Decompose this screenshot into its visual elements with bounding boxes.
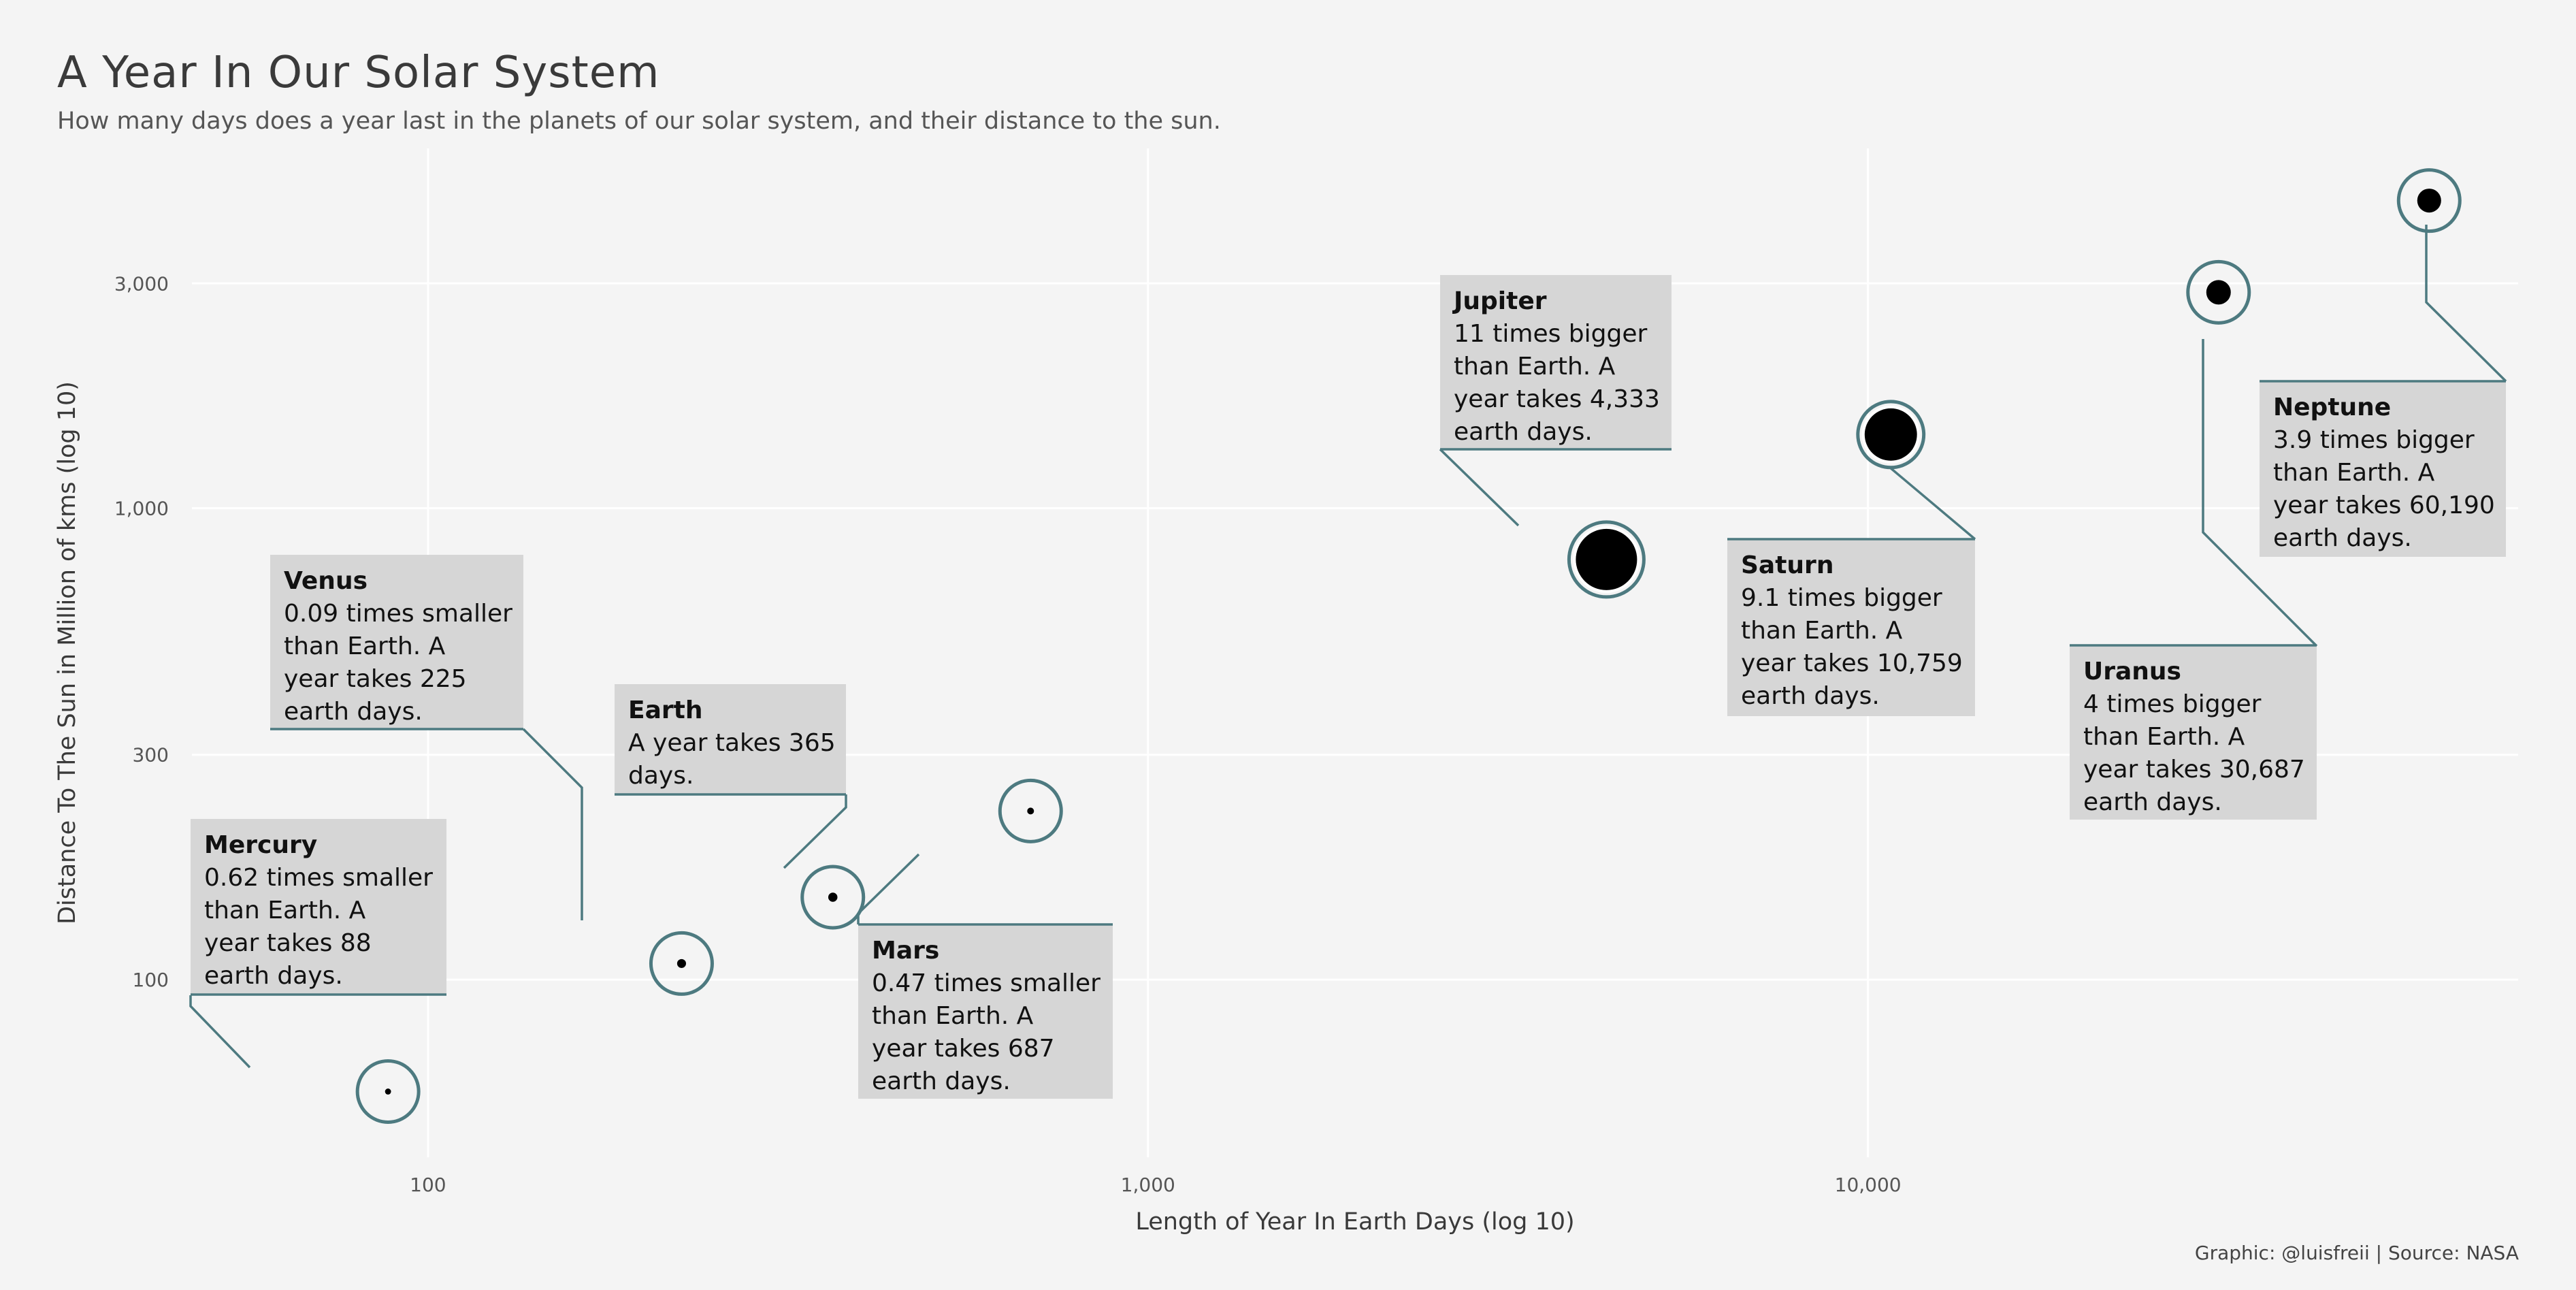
annotation-text: year takes 687 [872, 1035, 1055, 1063]
annotation-name: Saturn [1741, 551, 1833, 579]
x-axis-title: Length of Year In Earth Days (log 10) [1135, 1208, 1574, 1236]
annotation-name: Mars [872, 937, 939, 965]
annotation-text: A year takes 365 [628, 729, 836, 757]
y-tick-label: 1,000 [114, 498, 169, 520]
annotation-text: earth days. [872, 1067, 1011, 1095]
annotation-text: than Earth. A [284, 632, 446, 660]
planet-body [2417, 189, 2441, 213]
planet-body [1864, 408, 1917, 461]
x-tick-label: 1,000 [1121, 1174, 1175, 1196]
y-tick-label: 100 [133, 969, 169, 991]
planet-ring [355, 1059, 421, 1124]
y-axis-title: Distance To The Sun in Million of kms (l… [54, 381, 81, 924]
planet-body [2206, 280, 2231, 305]
chart-title: A Year In Our Solar System [57, 48, 660, 98]
annotation-text: earth days. [204, 962, 343, 990]
planet-body [385, 1089, 391, 1095]
planet-body [676, 958, 687, 968]
planet-point-saturn: Saturn 9.1 times bigger than Earth. A year … [1727, 400, 1976, 716]
leader-line [522, 728, 583, 920]
annotation-text: than Earth. A [872, 1002, 1034, 1030]
planet-ring [1567, 520, 1646, 599]
planet-body [1576, 528, 1637, 590]
annotation-text: year takes 10,759 [1741, 649, 1963, 677]
leader-line [2202, 339, 2318, 647]
annotation-box [2070, 645, 2317, 820]
annotation-text: than Earth. A [204, 897, 366, 924]
y-tick-label: 300 [133, 744, 169, 767]
annotation-text: 4 times bigger [2083, 690, 2262, 718]
leader-line [189, 995, 251, 1069]
annotation-text: 11 times bigger [1454, 320, 1647, 348]
leader-line [857, 853, 920, 924]
annotation-text: 0.47 times smaller [872, 969, 1100, 997]
planet-ring [1856, 400, 1926, 470]
planet-ring [649, 931, 714, 996]
leader-line [1888, 466, 1976, 541]
planet-body [1027, 807, 1034, 815]
annotation-text: earth days. [1741, 682, 1880, 710]
annotation-text: 3.9 times bigger [2273, 426, 2475, 454]
planet-point-mercury: Mercury 0.62 times smaller than Earth. A ye… [189, 819, 446, 1124]
planet-body [828, 892, 838, 902]
annotation-box [615, 684, 846, 794]
planet-point-venus: Venus 0.09 times smaller than Earth. A year… [270, 555, 714, 996]
annotation-text: days. [628, 762, 694, 790]
planet-point-uranus: Uranus 4 times bigger than Earth. A year ta… [2070, 259, 2318, 820]
annotation-name: Earth [628, 696, 702, 724]
annotation-name: Uranus [2083, 658, 2181, 686]
annotation-name: Venus [284, 567, 368, 595]
annotation-box [2260, 381, 2506, 557]
annotation-text: than Earth. A [2273, 459, 2435, 487]
annotation-box [858, 924, 1113, 1099]
annotation-text: 0.09 times smaller [284, 600, 512, 628]
annotation-text: year takes 225 [284, 665, 467, 693]
annotation-text: than Earth. A [1454, 353, 1616, 381]
annotation-box [1440, 275, 1672, 449]
x-tick-label: 100 [410, 1174, 446, 1196]
annotation-text: year takes 4,333 [1454, 385, 1660, 413]
annotation-text: earth days. [2273, 524, 2412, 552]
annotation-text: 0.62 times smaller [204, 864, 433, 892]
annotation-text: earth days. [1454, 418, 1593, 446]
annotation-text: than Earth. A [1741, 617, 1903, 645]
chart-caption: Graphic: @luisfreii | Source: NASA [2194, 1242, 2519, 1264]
x-tick-label: 10,000 [1835, 1174, 1902, 1196]
planet-point-jupiter: Jupiter 11 times bigger than Earth. A year … [1439, 275, 1672, 599]
annotation-text: year takes 30,687 [2083, 756, 2305, 784]
planet-point-earth: Earth A year takes 365 days. [615, 684, 866, 930]
annotation-text: year takes 88 [204, 929, 372, 957]
annotation-text: than Earth. A [2083, 723, 2245, 751]
leader-line [2425, 225, 2507, 383]
annotation-name: Neptune [2273, 393, 2391, 421]
planet-ring [2186, 259, 2251, 325]
planet-point-neptune: Neptune 3.9 times bigger than Earth. A year… [2260, 168, 2507, 557]
planet-ring [2396, 168, 2462, 233]
leader-line [1439, 448, 1520, 527]
chart-subtitle: How many days does a year last in the pl… [57, 108, 1221, 135]
annotation-box [1727, 539, 1975, 716]
planet-point-mars: Mars 0.47 times smaller than Earth. A year … [857, 778, 1113, 1099]
y-tick-label: 3,000 [114, 272, 169, 295]
annotation-name: Mercury [204, 831, 317, 859]
annotation-name: Jupiter [1452, 287, 1547, 315]
annotation-box [191, 819, 446, 995]
annotation-text: earth days. [2083, 788, 2222, 816]
annotation-text: earth days. [284, 698, 423, 726]
annotation-text: year takes 60,190 [2273, 491, 2495, 519]
planet-ring [800, 865, 866, 930]
annotation-box [270, 555, 523, 729]
planet-ring [998, 778, 1063, 843]
leader-line [783, 794, 847, 869]
annotation-text: 9.1 times bigger [1741, 584, 1942, 612]
